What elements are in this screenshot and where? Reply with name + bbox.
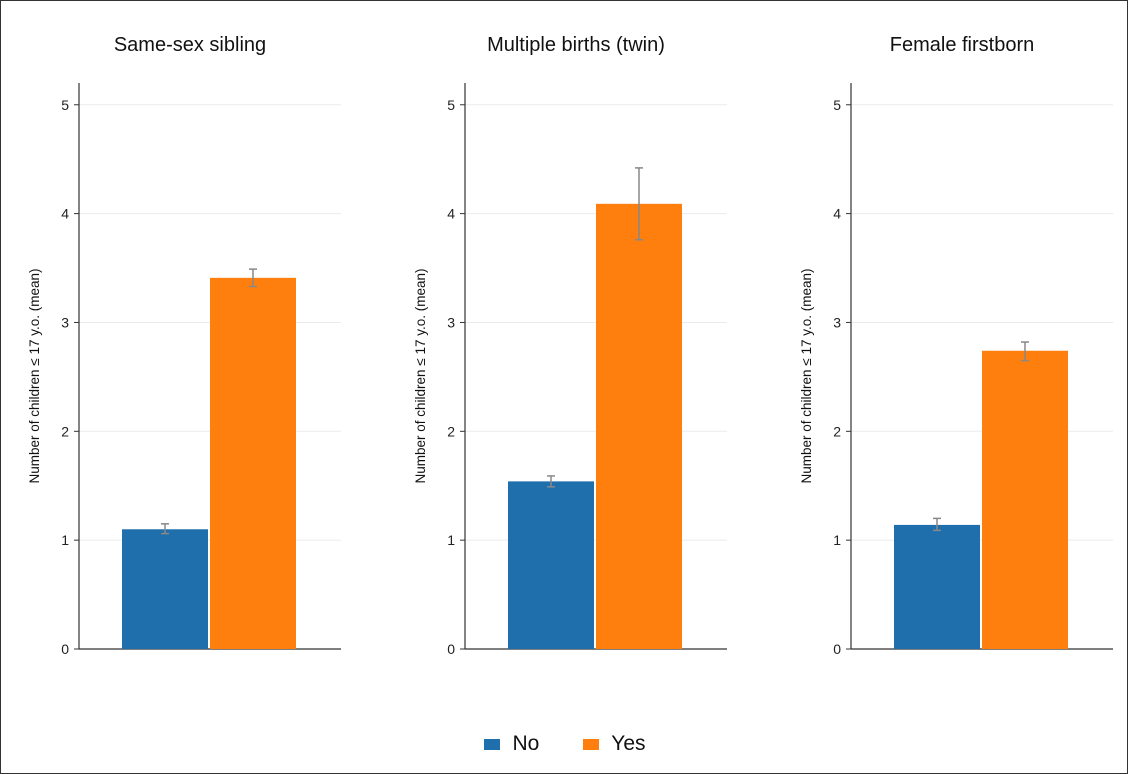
legend-label-yes: Yes bbox=[611, 732, 646, 755]
panel-3-ytick-label-3: 3 bbox=[833, 314, 841, 330]
panel-1-ytick-label-2: 2 bbox=[61, 423, 69, 439]
legend: No Yes bbox=[1, 729, 1128, 759]
legend-entry-no: No bbox=[484, 732, 539, 756]
panel-3-bar-yes bbox=[982, 350, 1068, 649]
panel-2-ytick-label-5: 5 bbox=[447, 97, 455, 113]
legend-swatch-yes bbox=[583, 738, 600, 750]
legend-swatch-no bbox=[484, 738, 501, 750]
panel-3-ytick-label-0: 0 bbox=[833, 641, 841, 657]
panel-2-title: Multiple births (twin) bbox=[487, 34, 665, 56]
panel-1-ytick-label-3: 3 bbox=[61, 314, 69, 330]
panel-1-title: Same-sex sibling bbox=[114, 34, 266, 56]
panel-2-ytick-label-2: 2 bbox=[447, 423, 455, 439]
panel-3-ylabel: Number of children ≤ 17 y.o. (mean) bbox=[799, 269, 814, 484]
panel-3-ytick-label-5: 5 bbox=[833, 97, 841, 113]
panel-3-bar-no bbox=[894, 524, 980, 649]
panel-2-bar-no bbox=[508, 481, 594, 649]
panel-2-ytick-label-3: 3 bbox=[447, 314, 455, 330]
panel-3-ytick-label-4: 4 bbox=[833, 206, 841, 222]
legend-label-no: No bbox=[512, 732, 540, 755]
panel-3-title: Female firstborn bbox=[890, 34, 1035, 56]
panel-2-ytick-label-0: 0 bbox=[447, 641, 455, 657]
panel-2-ytick-label-1: 1 bbox=[447, 532, 455, 548]
panel-2-ylabel: Number of children ≤ 17 y.o. (mean) bbox=[413, 269, 428, 484]
panel-1-ytick-label-1: 1 bbox=[61, 532, 69, 548]
panel-1-ylabel: Number of children ≤ 17 y.o. (mean) bbox=[27, 269, 42, 484]
panel-3-ytick-label-2: 2 bbox=[833, 423, 841, 439]
panel-3-ytick-label-1: 1 bbox=[833, 532, 841, 548]
panel-1-bar-no bbox=[122, 529, 208, 649]
panel-2-bar-yes bbox=[596, 203, 682, 650]
panel-1-bar-yes bbox=[210, 277, 296, 649]
panel-1-ytick-label-5: 5 bbox=[61, 97, 69, 113]
legend-entry-yes: Yes bbox=[583, 732, 646, 756]
panel-1-ytick-label-4: 4 bbox=[61, 206, 69, 222]
panel-2-ytick-label-4: 4 bbox=[447, 206, 455, 222]
panel-1-ytick-label-0: 0 bbox=[61, 641, 69, 657]
